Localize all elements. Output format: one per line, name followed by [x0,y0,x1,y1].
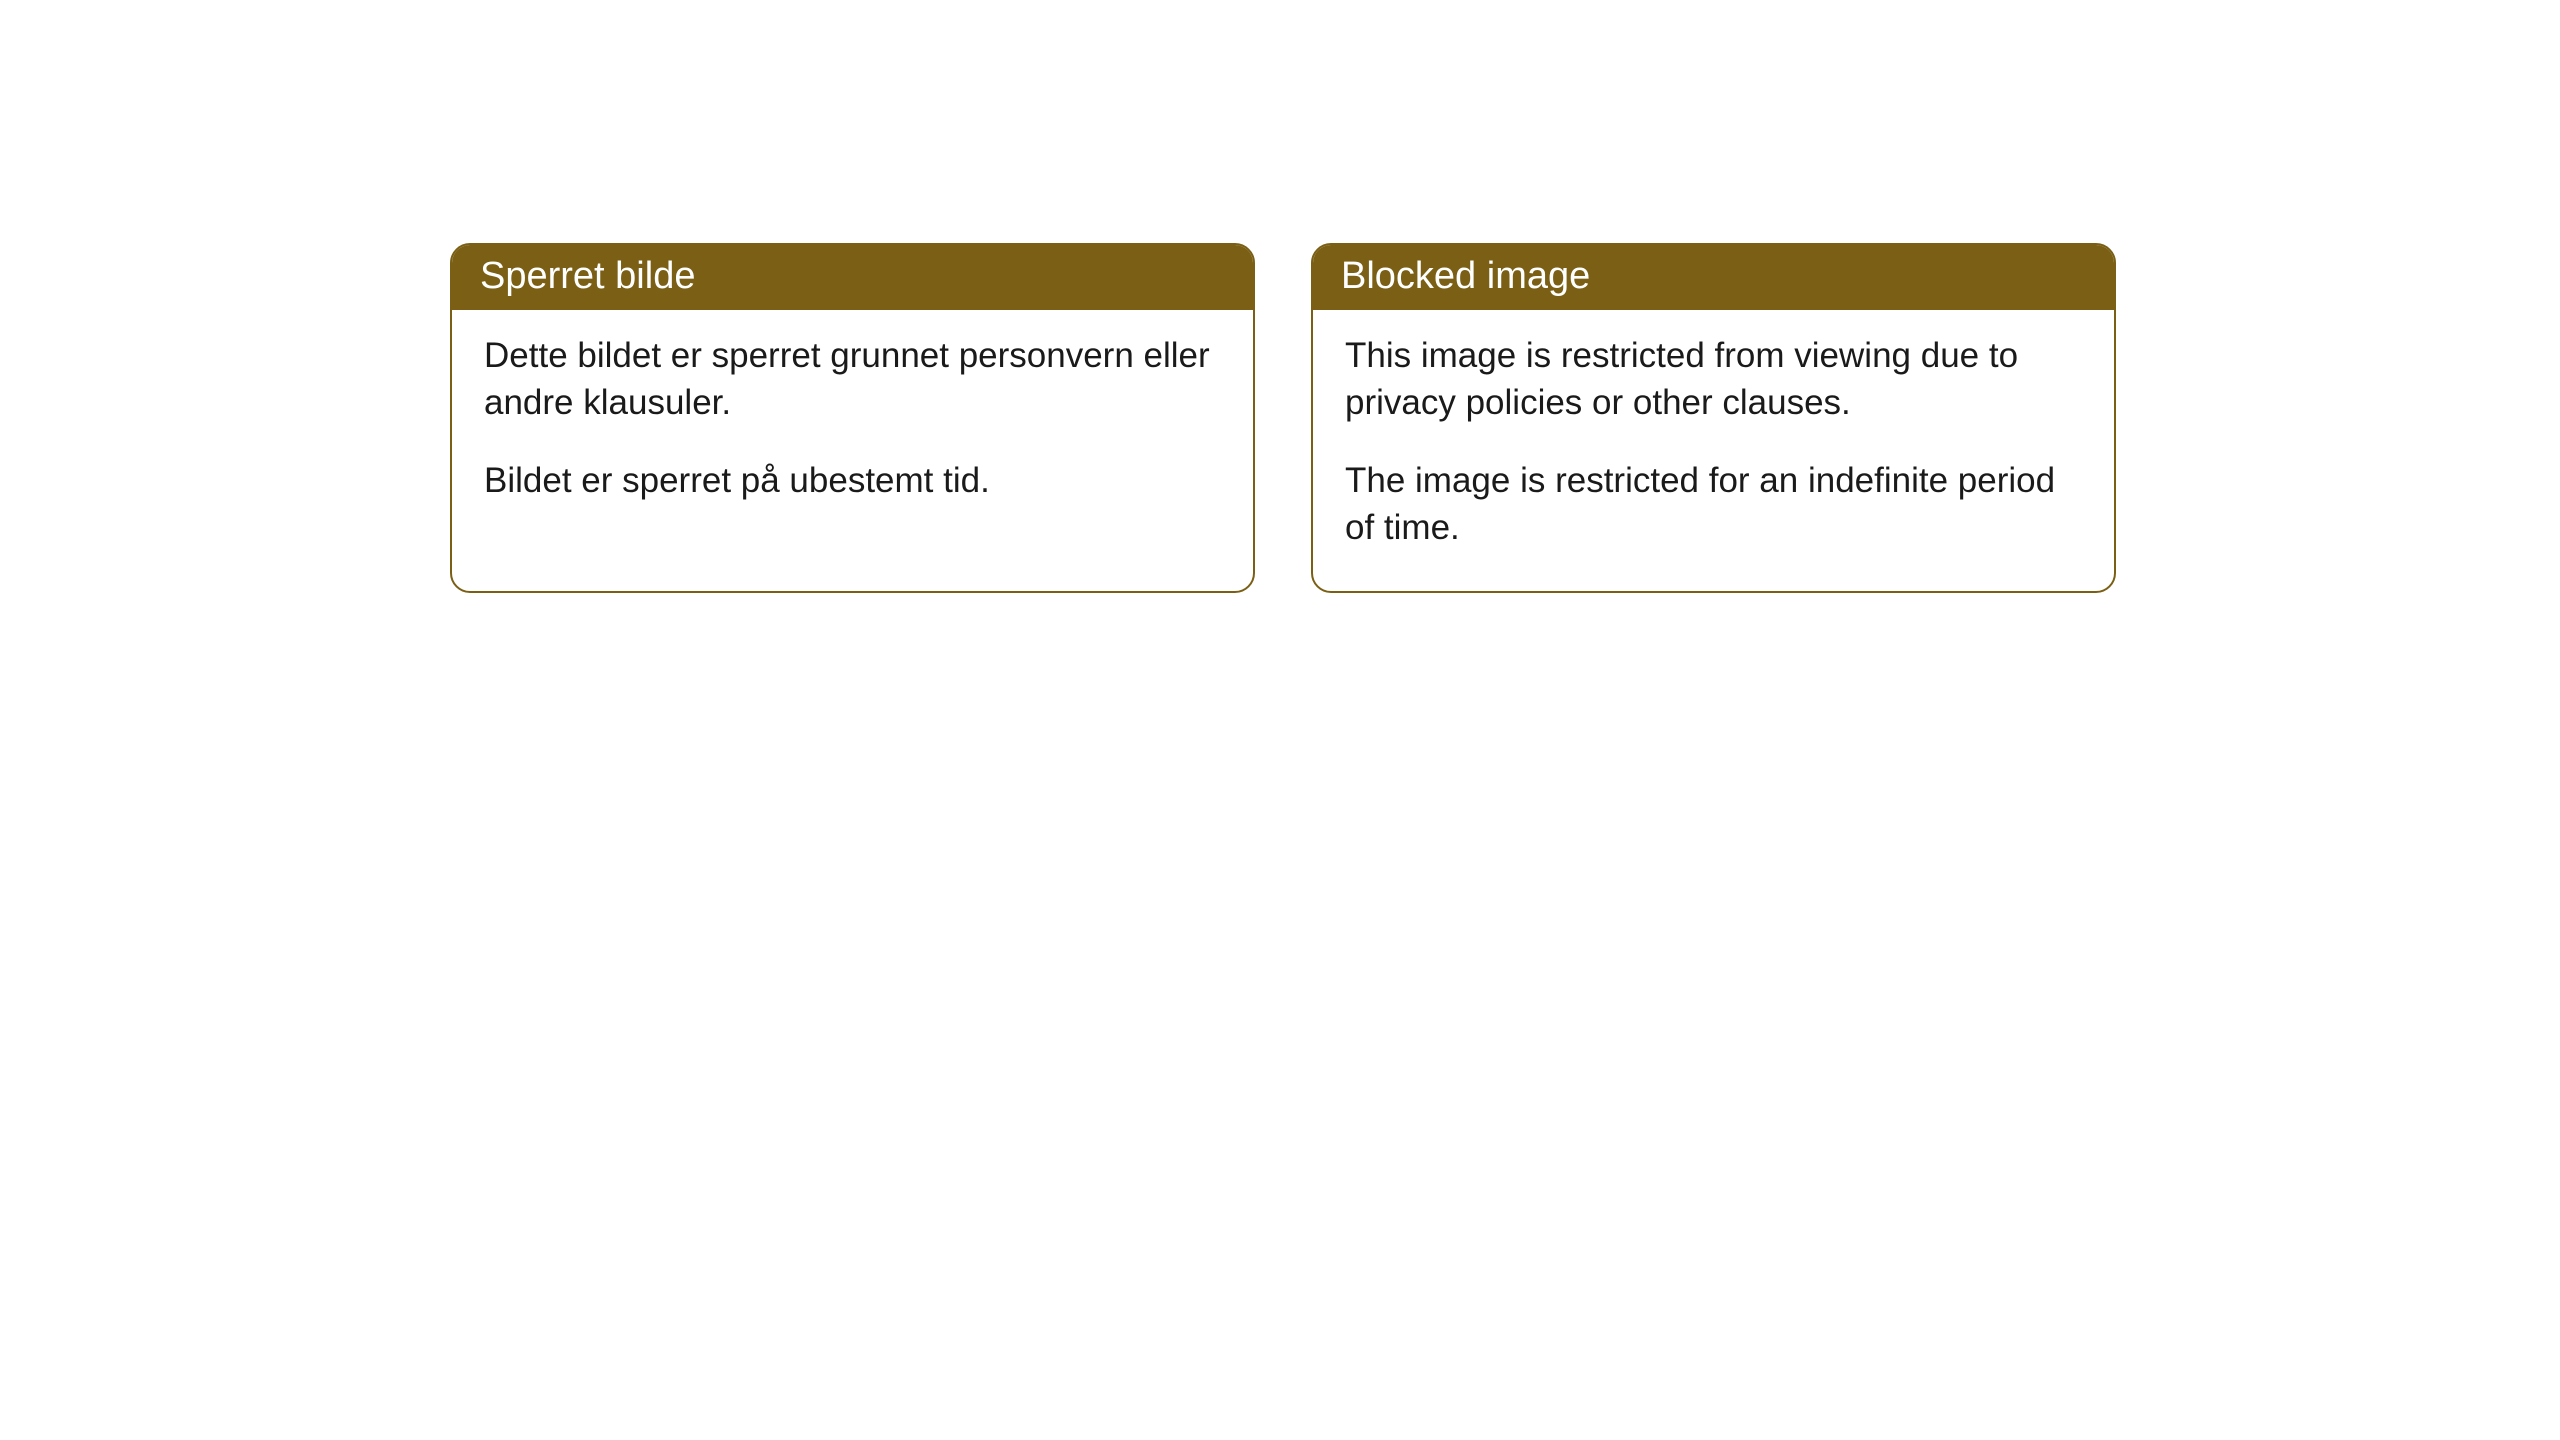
card-paragraph: Dette bildet er sperret grunnet personve… [484,332,1221,427]
notice-card-no: Sperret bilde Dette bildet er sperret gr… [450,243,1255,593]
notice-cards-container: Sperret bilde Dette bildet er sperret gr… [450,243,2560,593]
card-body: This image is restricted from viewing du… [1313,310,2114,591]
card-title: Blocked image [1313,245,2114,310]
notice-card-en: Blocked image This image is restricted f… [1311,243,2116,593]
card-title: Sperret bilde [452,245,1253,310]
card-body: Dette bildet er sperret grunnet personve… [452,310,1253,544]
card-paragraph: The image is restricted for an indefinit… [1345,457,2082,552]
card-paragraph: Bildet er sperret på ubestemt tid. [484,457,1221,504]
card-paragraph: This image is restricted from viewing du… [1345,332,2082,427]
